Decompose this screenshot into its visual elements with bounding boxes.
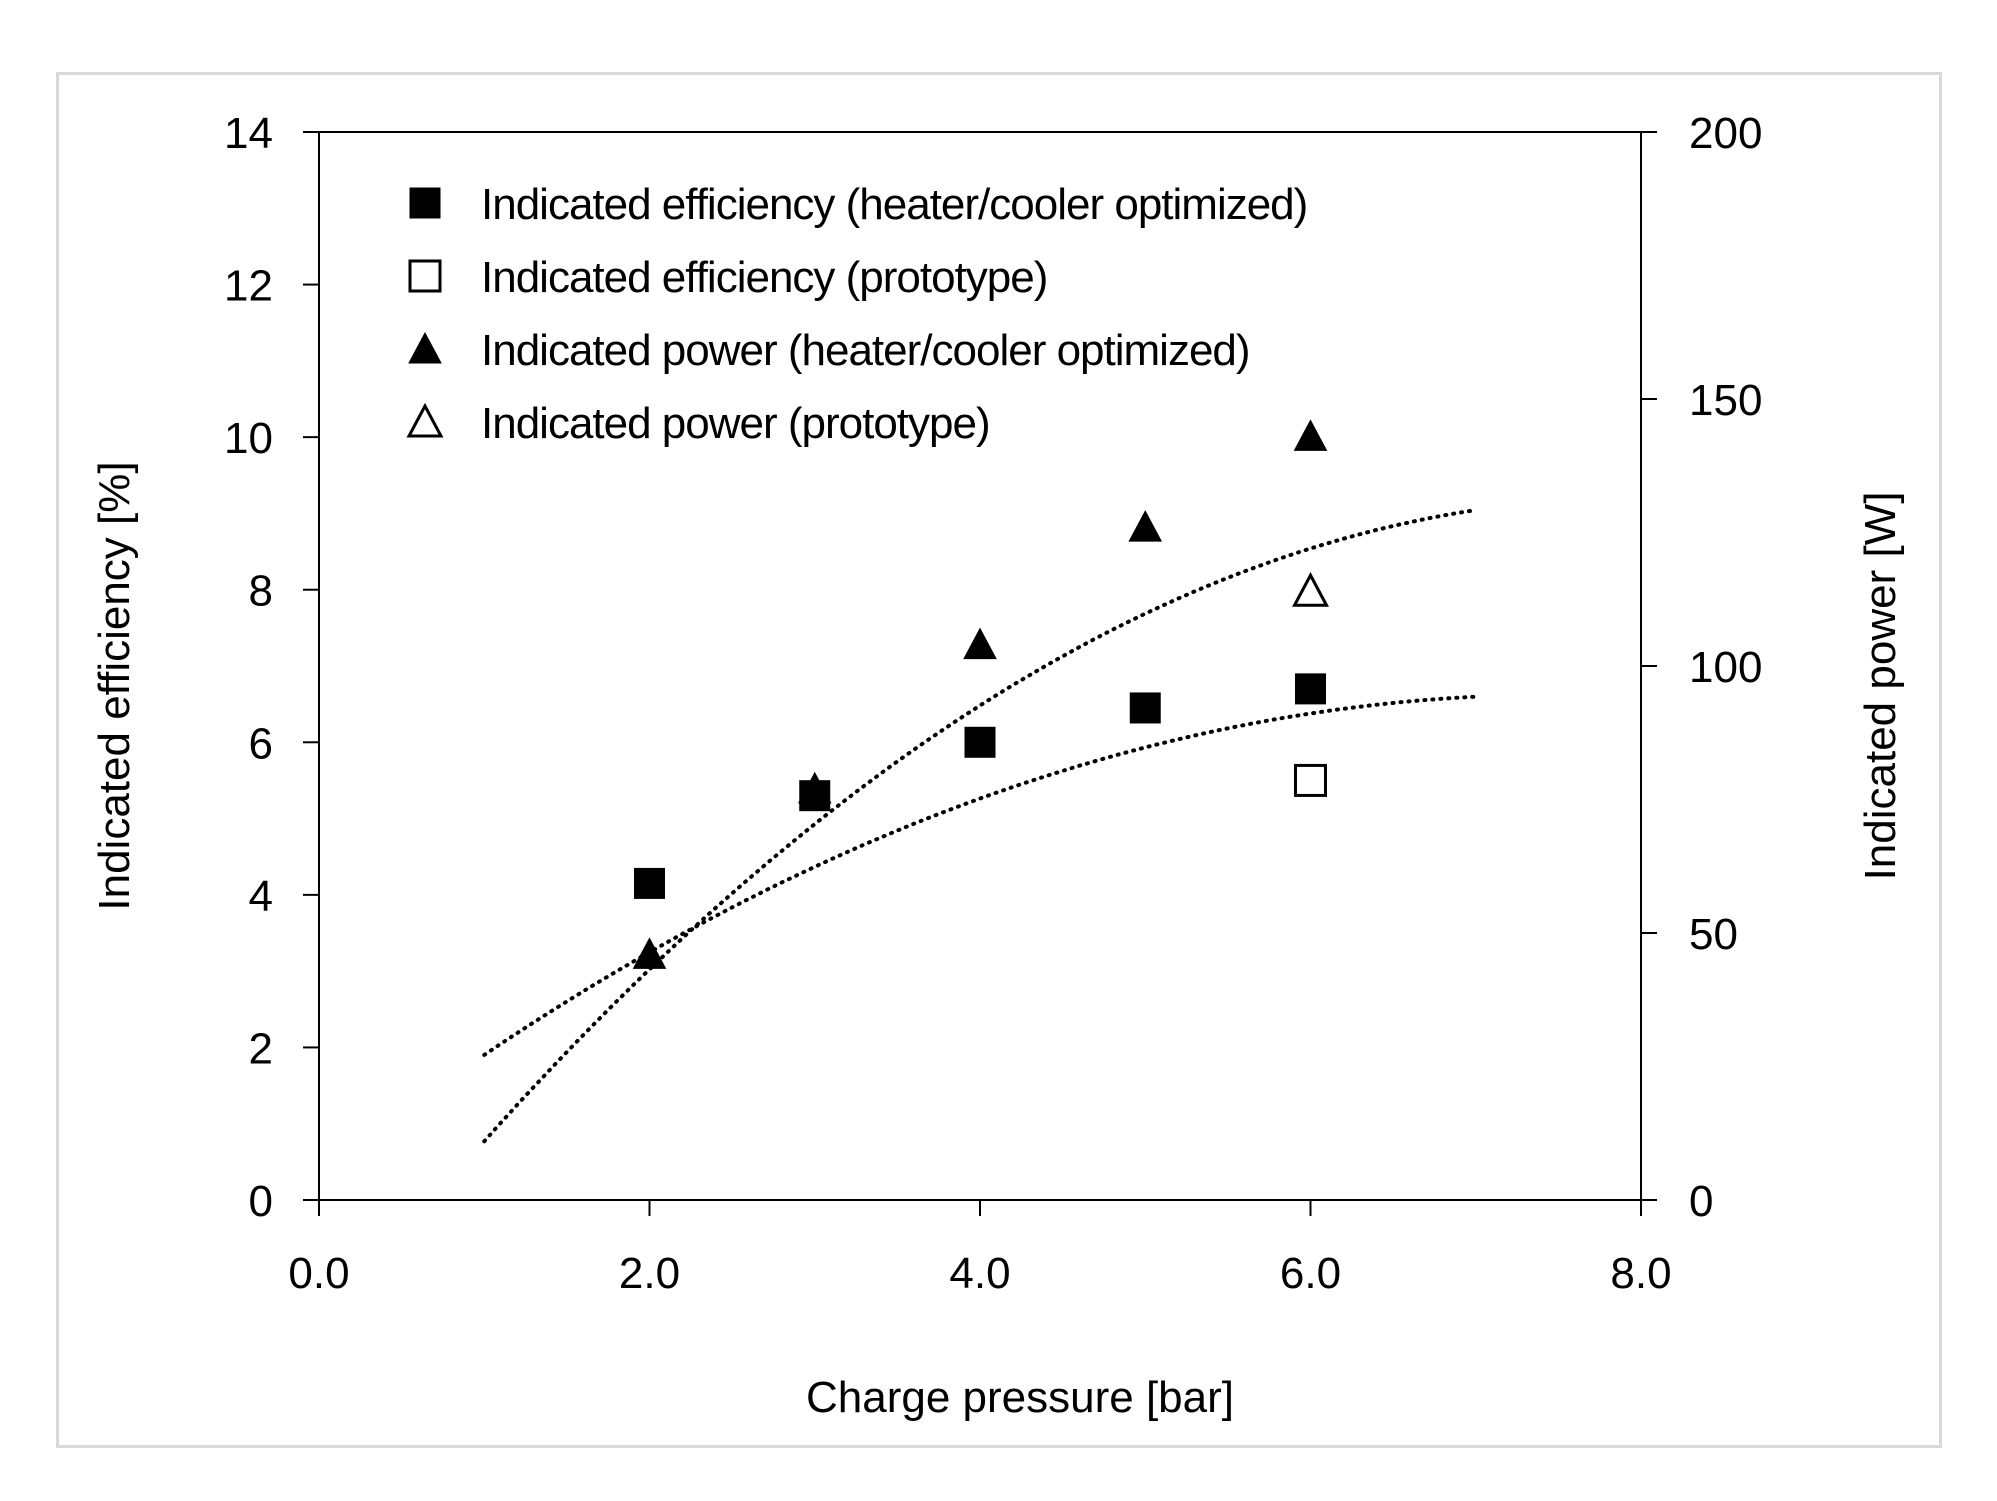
legend-label: Indicated efficiency (heater/cooler opti… <box>481 180 1307 229</box>
legend: Indicated efficiency (heater/cooler opti… <box>406 180 1308 448</box>
power-point <box>1293 419 1328 451</box>
y-axis-title: Indicated efficiency [%] <box>90 461 139 910</box>
y-tick-label: 0 <box>249 1177 273 1226</box>
y2-tick-label: 100 <box>1689 643 1762 692</box>
y2-tick-label: 150 <box>1689 376 1762 425</box>
power-point <box>797 771 832 804</box>
efficiency-point <box>1294 763 1327 797</box>
legend-marker <box>406 402 444 438</box>
y2-tick-label: 50 <box>1689 910 1738 959</box>
y-tick-label: 2 <box>249 1024 273 1073</box>
x-tick-label: 2.0 <box>619 1249 680 1298</box>
efficiency-point <box>1129 692 1161 724</box>
efficiency-point <box>964 726 996 758</box>
power-point <box>963 627 997 660</box>
x-tick-label: 6.0 <box>1280 1249 1341 1298</box>
legend-marker <box>409 187 441 219</box>
efficiency-point <box>1295 673 1326 705</box>
legend-label: Indicated efficiency (prototype) <box>481 253 1047 302</box>
power-point <box>1292 572 1329 607</box>
x-tick-label: 4.0 <box>949 1249 1010 1298</box>
power-point <box>632 937 667 969</box>
y-tick-label: 12 <box>224 262 273 311</box>
x-tick-label: 0.0 <box>288 1249 349 1298</box>
y-tick-label: 10 <box>224 414 273 463</box>
y-tick-label: 4 <box>249 872 273 921</box>
power-point <box>1128 510 1163 542</box>
x-axis-title: Charge pressure [bar] <box>806 1373 1234 1422</box>
y-tick-label: 8 <box>249 567 273 616</box>
axis-ticks: 0.0 2.0 4.0 6.0 8.0 0 2 4 6 8 10 12 14 0 50 100 150 200 <box>224 109 1762 1298</box>
y2-tick-label: 0 <box>1689 1177 1713 1226</box>
efficiency-point <box>634 867 665 899</box>
legend-label: Indicated power (heater/cooler optimized… <box>481 326 1250 375</box>
x-tick-label: 8.0 <box>1610 1249 1671 1298</box>
y-tick-label: 6 <box>249 719 273 768</box>
power-trend-line <box>482 508 1478 1144</box>
y-tick-label: 14 <box>224 109 273 158</box>
y2-axis-title: Indicated power [W] <box>1856 492 1905 881</box>
legend-label: Indicated power (prototype) <box>481 399 990 448</box>
data-markers <box>632 419 1329 969</box>
legend-marker <box>408 259 442 293</box>
legend-marker <box>408 331 442 364</box>
y2-tick-label: 200 <box>1689 109 1762 158</box>
chart-svg: 0.0 2.0 4.0 6.0 8.0 0 2 4 6 8 10 12 14 0 50 100 150 200 I… <box>90 109 1905 1422</box>
chart-frame: 0.0 2.0 4.0 6.0 8.0 0 2 4 6 8 10 12 14 0 50 100 150 200 I… <box>56 72 1942 1448</box>
